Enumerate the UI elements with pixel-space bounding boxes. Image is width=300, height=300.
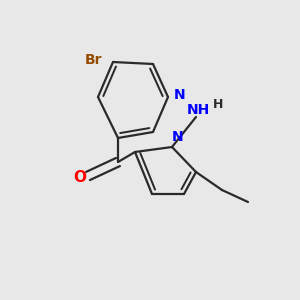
Text: Br: Br <box>84 53 102 67</box>
Text: O: O <box>74 170 86 185</box>
Text: NH: NH <box>186 103 210 117</box>
Text: H: H <box>213 98 223 112</box>
Text: N: N <box>172 130 184 144</box>
Text: N: N <box>174 88 186 102</box>
